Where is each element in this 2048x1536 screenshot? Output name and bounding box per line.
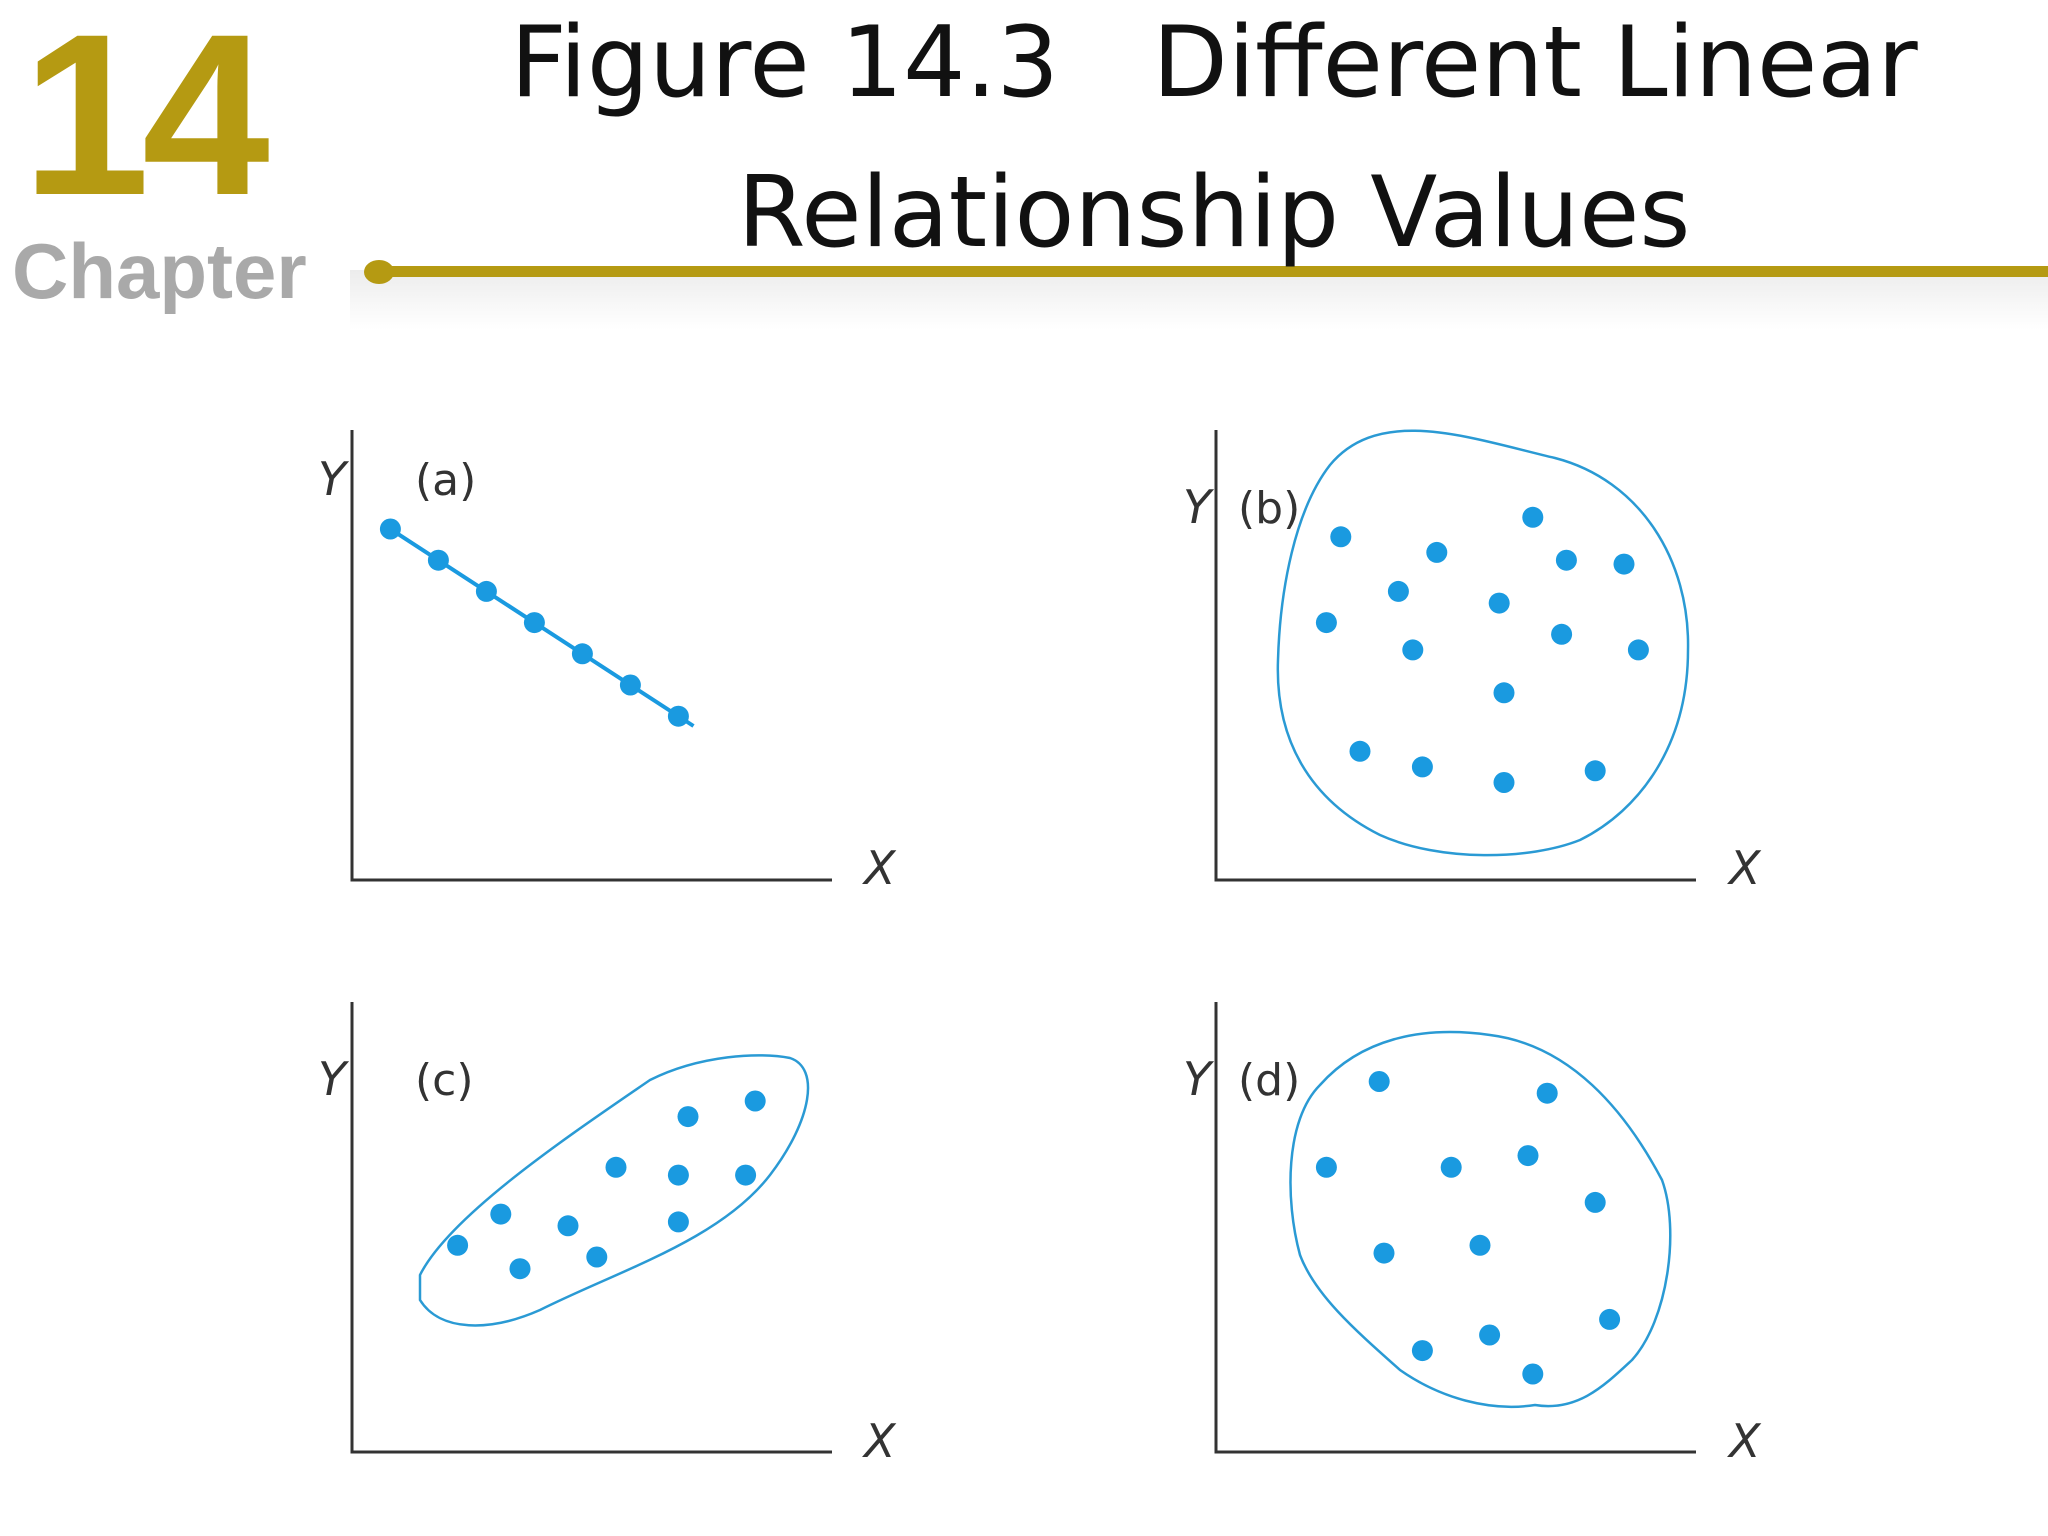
panel-4-enclosure-outline bbox=[1289, 1030, 1672, 1409]
panel-4-label: (d) bbox=[1238, 1055, 1300, 1106]
panel-4-point-8 bbox=[1469, 1234, 1491, 1256]
panel-4-point-7 bbox=[1373, 1242, 1395, 1264]
panel-4-point-2 bbox=[1536, 1082, 1558, 1104]
panel-2-point-12 bbox=[1493, 682, 1515, 704]
panel-3-label: (c) bbox=[415, 1055, 474, 1106]
panel-4-y-axis-label: Y bbox=[1183, 1052, 1215, 1106]
panel-2-point-9 bbox=[1402, 639, 1424, 661]
chapter-number: 14 bbox=[22, 0, 270, 243]
panel-3-point-4 bbox=[557, 1215, 579, 1237]
panel-1-label: (a) bbox=[415, 455, 476, 506]
panel-3-point-5 bbox=[586, 1246, 608, 1268]
panel-3-point-2 bbox=[490, 1203, 512, 1225]
panel-2-point-13 bbox=[1349, 740, 1371, 762]
panel-4-point-11 bbox=[1411, 1340, 1433, 1362]
panel-3-point-1 bbox=[447, 1234, 469, 1256]
panel-3-point-6 bbox=[605, 1156, 627, 1178]
panel-3-point-11 bbox=[744, 1090, 766, 1112]
panel-3-x-axis-label: X bbox=[862, 1414, 897, 1468]
panel-2-point-2 bbox=[1426, 541, 1448, 563]
panel-2-point-4 bbox=[1555, 549, 1577, 571]
panel-2-point-5 bbox=[1613, 553, 1635, 575]
panel-2-y-axis-label: Y bbox=[1183, 480, 1215, 534]
panel-2-point-8 bbox=[1315, 612, 1337, 634]
panel-4-x-axis-label: X bbox=[1727, 1414, 1762, 1468]
panel-2-x-axis-label: X bbox=[1727, 841, 1762, 895]
panel-1-axes bbox=[350, 430, 832, 882]
panel-1-point-7 bbox=[667, 705, 689, 727]
panel-2-point-7 bbox=[1488, 592, 1510, 614]
panel-4-point-12 bbox=[1522, 1363, 1544, 1385]
panel-3-point-7 bbox=[667, 1164, 689, 1186]
chapter-label: Chapter bbox=[12, 227, 307, 315]
panel-4-point-10 bbox=[1479, 1324, 1501, 1346]
panel-4-point-5 bbox=[1517, 1145, 1539, 1167]
panel-2-point-10 bbox=[1551, 623, 1573, 645]
panel-2-point-1 bbox=[1330, 526, 1352, 548]
panel-4-axes bbox=[1214, 1002, 1696, 1454]
panel-1-x-axis-label: X bbox=[862, 841, 897, 895]
panel-1-point-5 bbox=[571, 643, 593, 665]
panel-1-point-6 bbox=[619, 674, 641, 696]
panel-3-axes bbox=[350, 1002, 832, 1454]
panel-2-axes bbox=[1214, 430, 1696, 882]
panel-1-point-2 bbox=[427, 549, 449, 571]
panel-3-point-10 bbox=[735, 1164, 757, 1186]
panel-2-label: (b) bbox=[1238, 483, 1300, 534]
panel-4-point-9 bbox=[1599, 1308, 1621, 1330]
panel-1-point-1 bbox=[379, 518, 401, 540]
panel-1-point-4 bbox=[523, 612, 545, 634]
panel-2-point-14 bbox=[1411, 756, 1433, 778]
panel-2-enclosure-outline bbox=[1276, 429, 1690, 857]
panel-3-point-3 bbox=[509, 1258, 531, 1280]
panel-3-enclosure-outline bbox=[418, 1054, 810, 1327]
panel-3-y-axis-label: Y bbox=[318, 1052, 350, 1106]
panel-1-y-axis-label: Y bbox=[318, 452, 350, 506]
page-title: Figure 14.3 Different Linear Relationshi… bbox=[400, 0, 2028, 288]
panel-2-point-15 bbox=[1493, 772, 1515, 793]
panel-2-point-3 bbox=[1522, 506, 1544, 528]
panel-2-point-16 bbox=[1584, 760, 1606, 782]
title-line-1: Figure 14.3 Different Linear bbox=[510, 6, 1918, 120]
title-rule bbox=[380, 266, 2048, 277]
header-background bbox=[350, 270, 2048, 330]
panel-3-point-9 bbox=[677, 1106, 699, 1128]
title-line-2: Relationship Values bbox=[737, 156, 1691, 270]
panel-2-point-11 bbox=[1627, 639, 1649, 661]
panel-4-point-3 bbox=[1315, 1156, 1337, 1178]
panel-1-point-3 bbox=[475, 580, 497, 602]
panel-4-point-4 bbox=[1440, 1156, 1462, 1178]
panel-2-point-6 bbox=[1387, 580, 1409, 602]
panel-4-point-6 bbox=[1584, 1191, 1606, 1213]
panel-4-point-1 bbox=[1368, 1071, 1390, 1092]
panel-3-point-8 bbox=[667, 1211, 689, 1233]
